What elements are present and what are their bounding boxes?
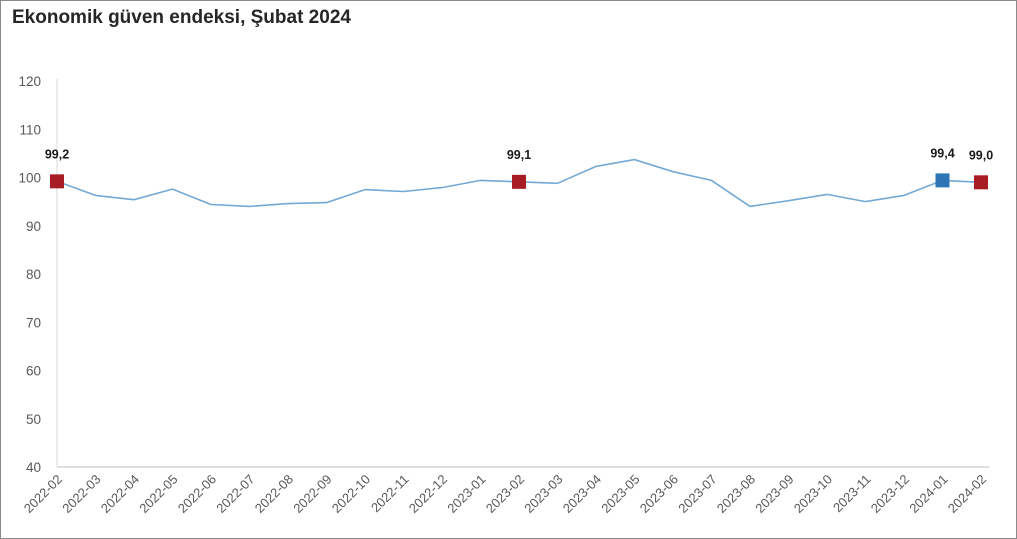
- data-point: [671, 170, 675, 174]
- y-tick-label: 40: [26, 460, 41, 475]
- data-point: [363, 188, 367, 192]
- x-tick-label: 2023-11: [830, 472, 874, 516]
- data-point: [325, 201, 329, 205]
- y-tick-label: 50: [26, 412, 41, 427]
- x-tick-label: 2023-06: [637, 472, 681, 516]
- y-tick-label: 110: [19, 122, 41, 137]
- x-tick-label: 2023-10: [791, 472, 835, 516]
- x-tick-label: 2022-11: [368, 472, 412, 516]
- y-tick-label: 100: [18, 171, 41, 186]
- x-tick-label: 2022-02: [21, 472, 65, 516]
- data-point: [556, 181, 560, 185]
- x-tick-label: 2024-02: [945, 472, 989, 516]
- x-tick-label: 2022-06: [175, 472, 219, 516]
- x-tick-label: 2023-02: [483, 472, 527, 516]
- data-point: [94, 193, 98, 197]
- data-point: [864, 200, 868, 204]
- data-point: [825, 192, 829, 196]
- data-point: [209, 203, 213, 207]
- data-point: [633, 158, 637, 162]
- data-point: [787, 199, 791, 203]
- x-tick-label: 2023-04: [560, 472, 604, 516]
- data-point: [440, 186, 444, 190]
- x-tick-label: 2023-05: [598, 472, 642, 516]
- data-point: [748, 204, 752, 208]
- x-tick-label: 2024-01: [906, 472, 950, 516]
- y-tick-label: 120: [18, 74, 41, 89]
- highlight-marker: [935, 173, 950, 188]
- data-point: [402, 189, 406, 193]
- y-tick-label: 60: [26, 364, 41, 379]
- highlight-marker: [512, 174, 526, 189]
- data-label: 99,4: [930, 146, 954, 160]
- x-tick-label: 2022-07: [213, 472, 257, 516]
- x-tick-label: 2023-08: [714, 472, 758, 516]
- data-point: [132, 198, 136, 202]
- data-point: [248, 204, 252, 208]
- chart-title: Ekonomik güven endeksi, Şubat 2024: [12, 7, 351, 28]
- data-point: [710, 178, 714, 182]
- x-tick-label: 2023-01: [444, 472, 488, 516]
- x-tick-label: 2022-03: [59, 472, 103, 516]
- x-tick-label: 2023-07: [675, 472, 719, 516]
- y-tick-label: 90: [26, 219, 41, 234]
- x-tick-label: 2022-05: [136, 472, 180, 516]
- data-point: [594, 164, 598, 168]
- data-label: 99,2: [45, 147, 69, 161]
- x-tick-label: 2023-03: [521, 472, 565, 516]
- x-tick-label: 2023-09: [752, 472, 796, 516]
- x-tick-label: 2023-12: [868, 472, 912, 516]
- data-point: [902, 193, 906, 197]
- highlight-marker: [50, 174, 64, 189]
- y-tick-label: 80: [26, 267, 41, 282]
- data-label: 99,0: [969, 148, 993, 162]
- x-tick-label: 2022-10: [329, 472, 373, 516]
- data-point: [286, 202, 290, 206]
- highlight-marker: [974, 175, 988, 190]
- data-point: [479, 178, 483, 182]
- data-label: 99,1: [507, 148, 531, 162]
- x-tick-label: 2022-08: [252, 472, 296, 516]
- x-tick-label: 2022-09: [290, 472, 334, 516]
- data-point: [171, 187, 175, 191]
- x-tick-label: 2022-12: [406, 472, 450, 516]
- y-tick-label: 70: [26, 315, 41, 330]
- x-tick-label: 2022-04: [98, 472, 142, 516]
